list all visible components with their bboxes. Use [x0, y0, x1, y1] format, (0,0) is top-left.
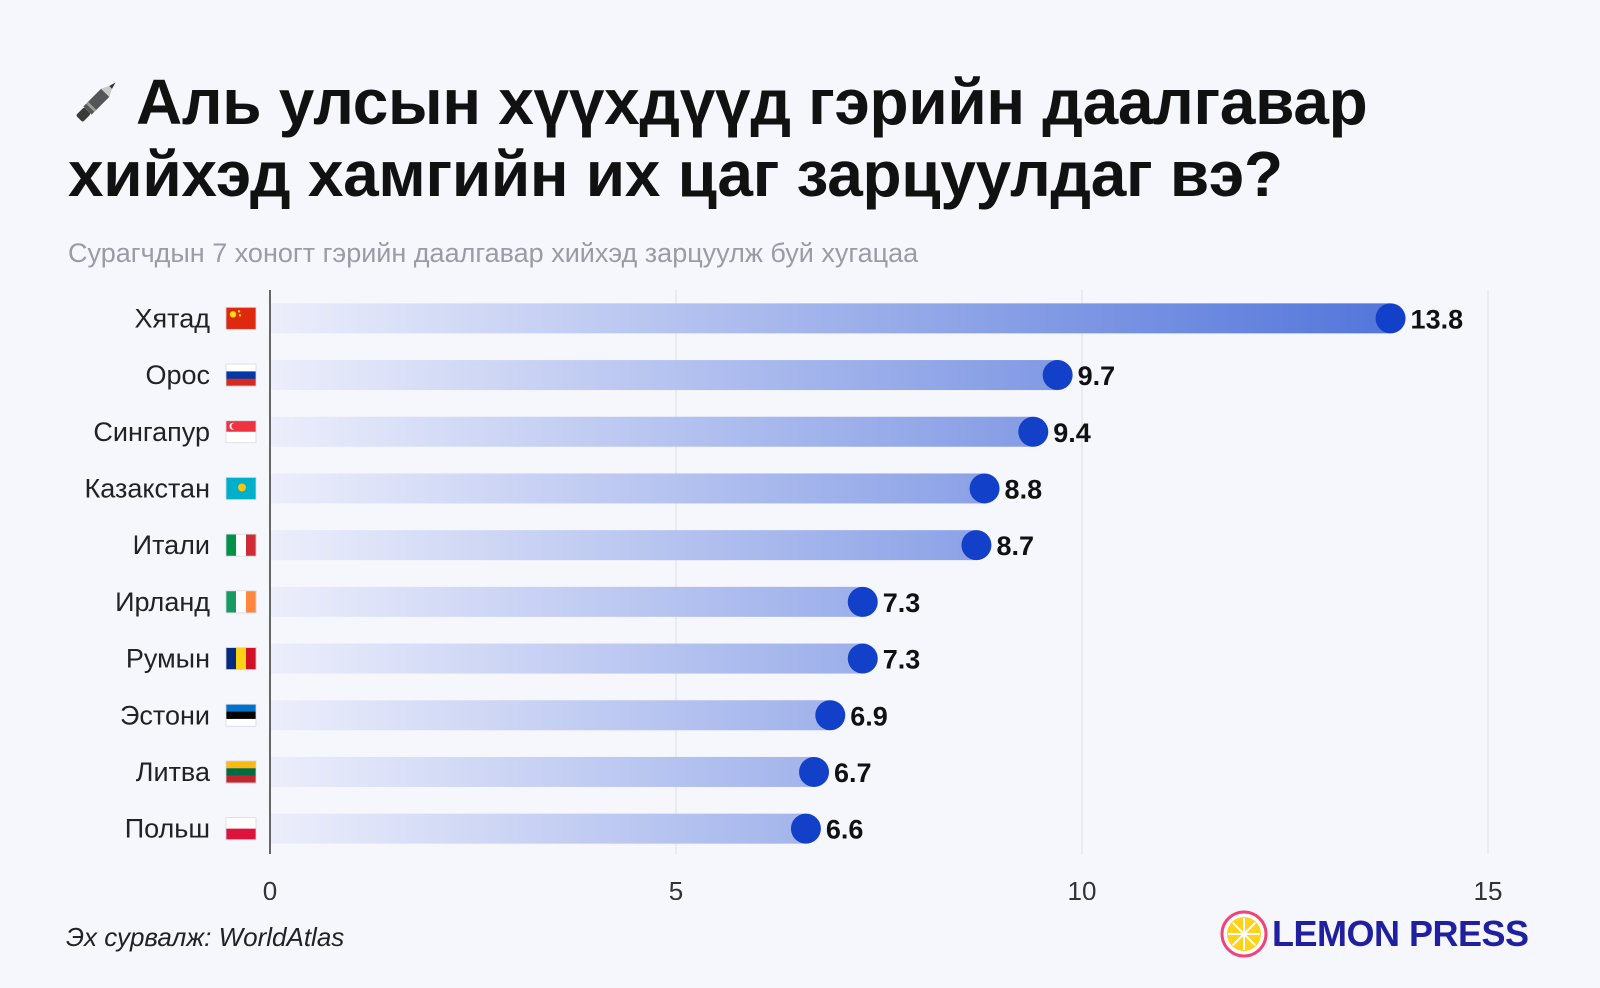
category-label: Хятад — [135, 303, 211, 333]
brand-name: LEMON PRESS — [1272, 913, 1529, 954]
category-label: Сингапур — [93, 417, 210, 447]
flag-estonia-icon — [225, 703, 257, 727]
bar-end-dot — [815, 700, 846, 731]
bar — [271, 473, 985, 504]
category-label: Итали — [133, 530, 210, 560]
category-label: Казакстан — [85, 473, 210, 503]
flag-singapore-icon — [225, 420, 257, 444]
bars: 13.8 9.7 9.4 8.8 8.7 7.3 7.3 6.9 6.7 6.6 — [271, 303, 1464, 845]
value-label: 7.3 — [883, 645, 921, 675]
category-label: Орос — [145, 360, 210, 390]
flag-lithuania-icon — [225, 760, 257, 784]
flag-russia-icon — [225, 363, 257, 387]
flag-china-icon — [225, 306, 257, 330]
value-label: 9.4 — [1053, 418, 1091, 448]
lemon-icon — [1220, 910, 1268, 958]
bar-chart: 13.8 9.7 9.4 8.8 8.7 7.3 7.3 6.9 6.7 6.6 Хятад Оро… — [85, 290, 1503, 900]
value-label: 7.3 — [883, 588, 921, 618]
bar-end-dot — [961, 530, 992, 561]
bar-end-dot — [1042, 360, 1073, 391]
value-label: 6.6 — [826, 815, 864, 845]
flag-italy-icon — [225, 533, 257, 557]
chart-title: Аль улсын хүүхдүүд гэрийн даалгавар хийх… — [68, 66, 1528, 210]
x-axis: 0 5 10 15 — [263, 876, 1503, 900]
bar-end-dot — [799, 756, 830, 787]
category-label: Ирланд — [115, 587, 210, 617]
flag-ireland-icon — [225, 590, 257, 614]
flag-poland-icon — [225, 817, 257, 841]
pen-icon — [76, 82, 116, 122]
category-label: Эстони — [120, 700, 210, 730]
bar-end-dot — [790, 813, 821, 844]
bar — [271, 643, 863, 674]
bar-end-dot — [847, 643, 878, 674]
bar — [271, 813, 806, 844]
bar — [271, 416, 1034, 447]
flag-romania-icon — [225, 647, 257, 670]
x-tick-label: 15 — [1474, 876, 1503, 900]
category-label: Румын — [126, 644, 210, 674]
value-label: 6.9 — [850, 701, 888, 731]
bar — [271, 360, 1058, 391]
x-tick-label: 5 — [669, 876, 683, 900]
chart-title-text: Аль улсын хүүхдүүд гэрийн даалгавар хийх… — [68, 66, 1368, 210]
bar — [271, 756, 815, 787]
value-label: 8.8 — [1005, 474, 1043, 504]
value-label: 8.7 — [996, 531, 1034, 561]
bar-end-dot — [969, 473, 1000, 504]
brand-logo: LEMON PRESS — [1220, 908, 1529, 960]
x-tick-label: 0 — [263, 876, 277, 900]
bar — [271, 303, 1391, 334]
bar-end-dot — [1375, 303, 1406, 334]
chart-subtitle: Сурагчдын 7 хоногт гэрийн даалгавар хийх… — [68, 238, 919, 268]
bar — [271, 700, 831, 731]
bar — [271, 586, 863, 617]
category-labels: Хятад Орос Сингапур Казакстан Итали Ирланд Рум… — [85, 303, 257, 844]
category-label: Литва — [136, 757, 211, 787]
flag-kazakhstan-icon — [225, 477, 257, 500]
x-tick-label: 10 — [1068, 876, 1097, 900]
source-note: Эх сурвалж: WorldAtlas — [66, 922, 345, 952]
value-label: 13.8 — [1411, 304, 1464, 334]
bar-end-dot — [847, 586, 878, 617]
bar-end-dot — [1018, 416, 1049, 447]
value-label: 6.7 — [834, 758, 872, 788]
value-label: 9.7 — [1078, 361, 1116, 391]
bar — [271, 530, 977, 561]
category-label: Польш — [125, 814, 210, 844]
